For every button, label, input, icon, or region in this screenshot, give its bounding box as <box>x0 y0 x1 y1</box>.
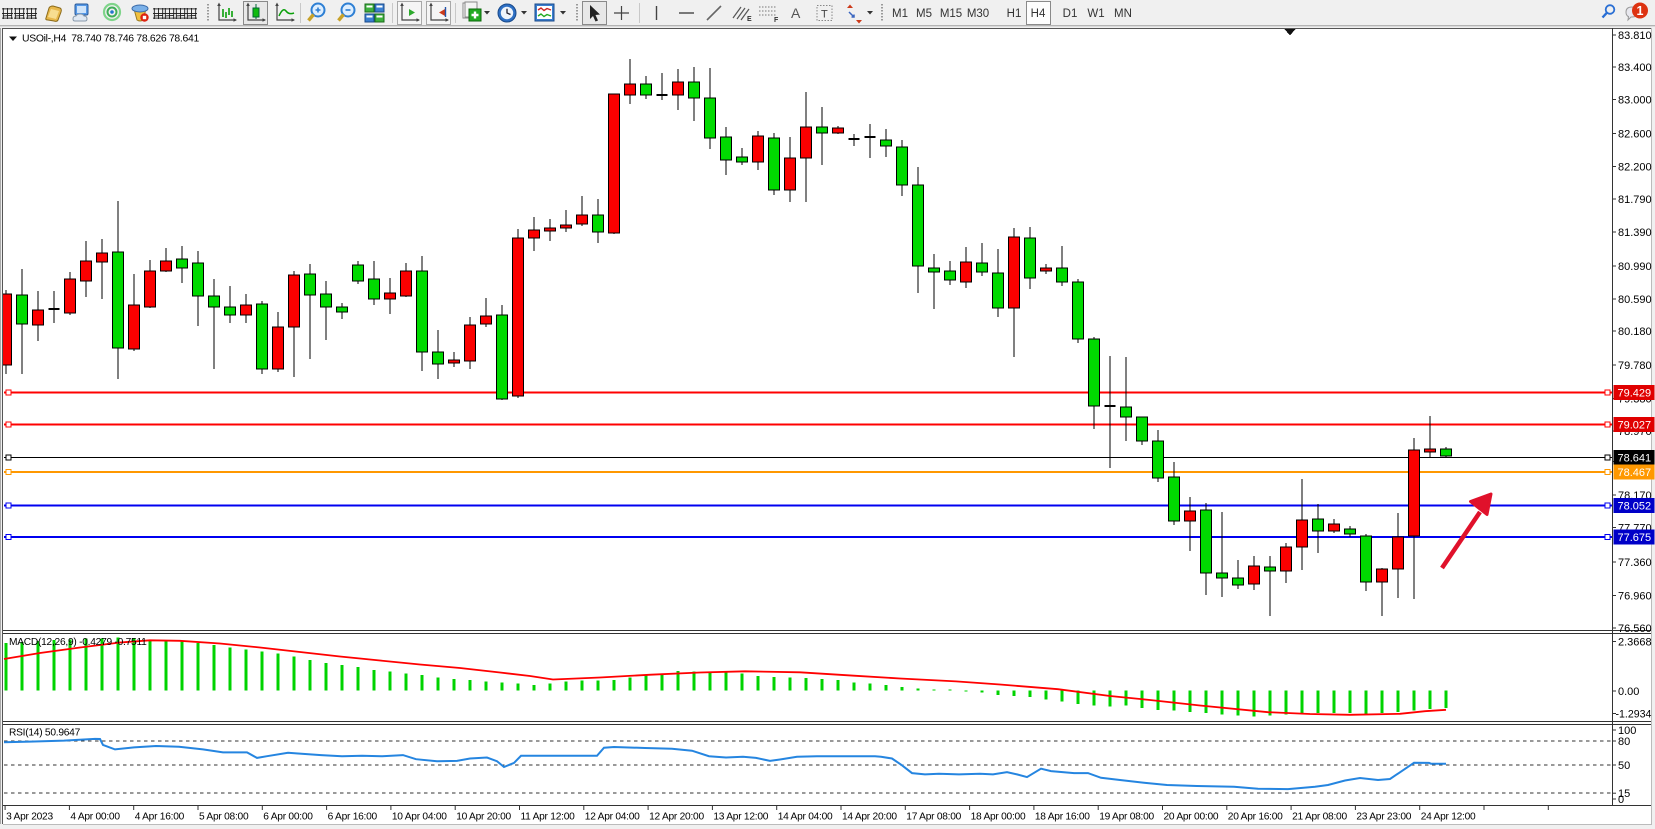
svg-text:79.429: 79.429 <box>1618 388 1652 400</box>
svg-text:14 Apr 20:00: 14 Apr 20:00 <box>842 812 897 823</box>
svg-text:3 Apr 2023: 3 Apr 2023 <box>6 812 53 823</box>
svg-text:21 Apr 08:00: 21 Apr 08:00 <box>1292 812 1347 823</box>
svg-text:11 Apr 12:00: 11 Apr 12:00 <box>521 812 576 823</box>
svg-text:79.780: 79.780 <box>1618 360 1652 372</box>
svg-text:24 Apr 12:00: 24 Apr 12:00 <box>1421 812 1476 823</box>
svg-text:79.027: 79.027 <box>1618 420 1652 432</box>
svg-text:A: A <box>791 5 801 21</box>
svg-text:0: 0 <box>1618 794 1624 806</box>
svg-text:1: 1 <box>1637 4 1644 18</box>
svg-text:15: 15 <box>1618 788 1630 800</box>
svg-text:77.360: 77.360 <box>1618 557 1652 569</box>
svg-text:14 Apr 04:00: 14 Apr 04:00 <box>778 812 833 823</box>
svg-text:76.560: 76.560 <box>1618 623 1652 635</box>
svg-text:80.590: 80.590 <box>1618 294 1652 306</box>
svg-text:W1: W1 <box>1087 8 1104 20</box>
svg-text:M1: M1 <box>892 8 908 20</box>
svg-text:12 Apr 04:00: 12 Apr 04:00 <box>585 812 640 823</box>
svg-text:MACD(12,26,9) -0.4279 -0.7511: MACD(12,26,9) -0.4279 -0.7511 <box>9 637 147 648</box>
svg-text:83.000: 83.000 <box>1618 95 1652 107</box>
svg-text:12 Apr 20:00: 12 Apr 20:00 <box>649 812 704 823</box>
svg-text:20 Apr 00:00: 20 Apr 00:00 <box>1164 812 1219 823</box>
svg-text:19 Apr 08:00: 19 Apr 08:00 <box>1099 812 1154 823</box>
svg-text:83.400: 83.400 <box>1618 62 1652 74</box>
svg-text:10 Apr 20:00: 10 Apr 20:00 <box>456 812 511 823</box>
svg-text:0.00: 0.00 <box>1618 686 1639 698</box>
svg-text:17 Apr 08:00: 17 Apr 08:00 <box>906 812 961 823</box>
svg-text:83.810: 83.810 <box>1618 30 1652 42</box>
svg-text:76.960: 76.960 <box>1618 591 1652 603</box>
svg-text:5 Apr 08:00: 5 Apr 08:00 <box>199 812 249 823</box>
svg-text:78.052: 78.052 <box>1618 501 1652 513</box>
svg-text:M30: M30 <box>967 8 989 20</box>
svg-text:100: 100 <box>1618 725 1636 737</box>
svg-text:M5: M5 <box>916 8 932 20</box>
svg-text:USOil-,H4 78.740 78.746 78.62: USOil-,H4 78.740 78.746 78.626 78.641 <box>22 34 199 45</box>
svg-text:81.390: 81.390 <box>1618 227 1652 239</box>
svg-text:80.180: 80.180 <box>1618 326 1652 338</box>
svg-text:50: 50 <box>1618 760 1630 772</box>
svg-text:MN: MN <box>1114 8 1132 20</box>
svg-text:RSI(14) 50.9647: RSI(14) 50.9647 <box>9 728 81 739</box>
svg-text:13 Apr 12:00: 13 Apr 12:00 <box>713 812 768 823</box>
svg-text:F: F <box>774 17 779 24</box>
svg-text:23 Apr 23:00: 23 Apr 23:00 <box>1356 812 1411 823</box>
svg-text:77.675: 77.675 <box>1618 532 1652 544</box>
svg-text:M15: M15 <box>940 8 962 20</box>
svg-text:78.641: 78.641 <box>1618 453 1652 465</box>
svg-text:82.600: 82.600 <box>1618 129 1652 141</box>
svg-text:80.990: 80.990 <box>1618 261 1652 273</box>
svg-text:78.467: 78.467 <box>1618 467 1652 479</box>
svg-text:18 Apr 16:00: 18 Apr 16:00 <box>1035 812 1090 823</box>
svg-text:D1: D1 <box>1063 8 1078 20</box>
svg-text:81.790: 81.790 <box>1618 194 1652 206</box>
svg-text:6 Apr 16:00: 6 Apr 16:00 <box>328 812 378 823</box>
svg-text:20 Apr 16:00: 20 Apr 16:00 <box>1228 812 1283 823</box>
svg-text:18 Apr 00:00: 18 Apr 00:00 <box>971 812 1026 823</box>
svg-text:6 Apr 00:00: 6 Apr 00:00 <box>263 812 313 823</box>
svg-text:4 Apr 16:00: 4 Apr 16:00 <box>135 812 185 823</box>
svg-text:80: 80 <box>1618 736 1630 748</box>
svg-text:E: E <box>747 16 752 23</box>
svg-text:H4: H4 <box>1031 8 1046 20</box>
svg-text:-1.2934: -1.2934 <box>1616 709 1652 721</box>
svg-text:T: T <box>821 9 828 21</box>
svg-text:4 Apr 00:00: 4 Apr 00:00 <box>70 812 120 823</box>
svg-text:82.200: 82.200 <box>1618 162 1652 174</box>
svg-text:2.3668: 2.3668 <box>1618 637 1652 649</box>
svg-text:10 Apr 04:00: 10 Apr 04:00 <box>392 812 447 823</box>
svg-text:H1: H1 <box>1007 8 1022 20</box>
